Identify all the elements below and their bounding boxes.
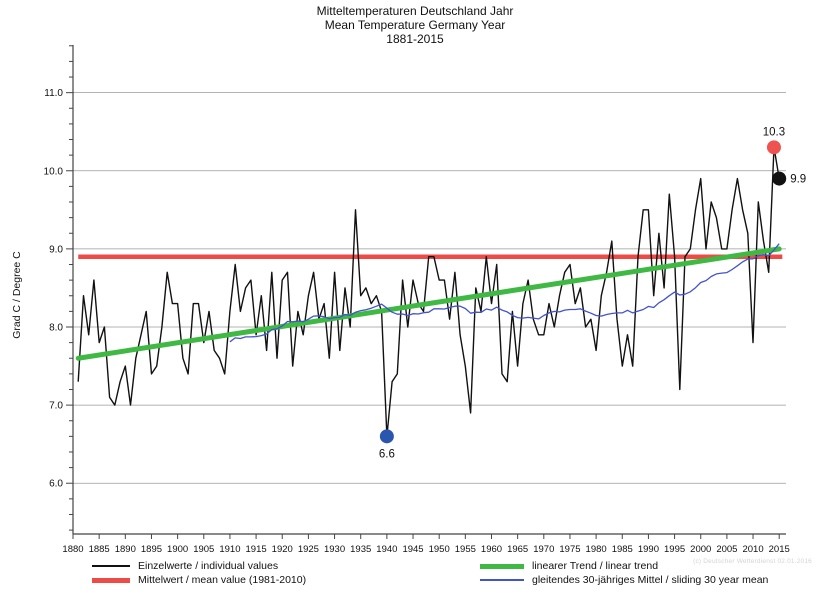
- annotation-label-1940: 6.6: [379, 448, 395, 460]
- svg-text:1990: 1990: [638, 544, 659, 555]
- legend-right-column: linearer Trend / linear trend gleitendes…: [480, 559, 768, 587]
- svg-text:1885: 1885: [89, 544, 110, 555]
- legend-item-individual-values: Einzelwerte / individual values: [92, 559, 306, 573]
- chart-title-block: Mitteltemperaturen Deutschland Jahr Mean…: [0, 4, 830, 46]
- svg-text:9.0: 9.0: [49, 244, 63, 255]
- svg-text:1935: 1935: [350, 544, 371, 555]
- y-axis-ticks: [66, 45, 73, 531]
- svg-text:2000: 2000: [690, 544, 711, 555]
- green-line-sample: [480, 563, 524, 569]
- sliding-mean-line: [229, 243, 780, 343]
- svg-text:10.0: 10.0: [44, 166, 64, 177]
- svg-text:1915: 1915: [246, 544, 267, 555]
- svg-text:11.0: 11.0: [44, 88, 63, 99]
- svg-text:7.0: 7.0: [49, 401, 63, 412]
- legend-item-mean-value: Mittelwert / mean value (1981-2010): [92, 573, 306, 587]
- dot-1940: [379, 429, 394, 444]
- legend-item-linear-trend: linearer Trend / linear trend: [480, 559, 768, 573]
- svg-text:1965: 1965: [507, 544, 528, 555]
- legend-label-mean: Mittelwert / mean value (1981-2010): [138, 574, 307, 586]
- svg-text:2015: 2015: [769, 544, 790, 555]
- svg-text:1950: 1950: [429, 544, 450, 555]
- dot-2014: [766, 140, 781, 155]
- svg-text:6.0: 6.0: [49, 479, 63, 490]
- title-line-english: Mean Temperature Germany Year: [324, 18, 506, 32]
- svg-text:1975: 1975: [559, 544, 580, 555]
- black-line-sample: [92, 565, 130, 567]
- individual-values-line: [77, 146, 780, 438]
- svg-text:1895: 1895: [141, 544, 162, 555]
- annotation-label-2015: 9.9: [790, 174, 806, 186]
- svg-text:1970: 1970: [533, 544, 554, 555]
- linear-trend-line: [75, 246, 782, 361]
- annotation-label-2014: 10.3: [763, 126, 785, 138]
- svg-text:1890: 1890: [115, 544, 136, 555]
- svg-text:1940: 1940: [376, 544, 397, 555]
- dot-2015: [772, 171, 787, 186]
- svg-text:1995: 1995: [664, 544, 685, 555]
- svg-text:1905: 1905: [193, 544, 214, 555]
- svg-text:1880: 1880: [62, 544, 83, 555]
- title-line-period: 1881-2015: [386, 32, 444, 46]
- legend-label-individual: Einzelwerte / individual values: [138, 560, 279, 572]
- y-axis-labels: 6.0 7.0 8.0 9.0 10.0 11.0: [44, 88, 64, 490]
- svg-text:1945: 1945: [402, 544, 423, 555]
- svg-text:1900: 1900: [167, 544, 188, 555]
- svg-text:1910: 1910: [219, 544, 240, 555]
- annotations: 10.3 9.9 6.6: [379, 126, 806, 460]
- svg-text:2010: 2010: [742, 544, 763, 555]
- legend-label-sliding: gleitendes 30-jähriges Mittel / sliding …: [532, 574, 769, 586]
- svg-text:1960: 1960: [481, 544, 502, 555]
- legend-label-trend: linearer Trend / linear trend: [532, 560, 659, 572]
- red-line-sample: [92, 577, 130, 583]
- legend-left-column: Einzelwerte / individual values Mittelwe…: [92, 559, 306, 587]
- x-axis-ticks: 1880 1885 1890 1895 1900 1905 1910 1915 1920 1925…: [62, 534, 790, 555]
- svg-text:1955: 1955: [455, 544, 476, 555]
- svg-text:8.0: 8.0: [49, 322, 63, 333]
- svg-text:2005: 2005: [716, 544, 737, 555]
- gridlines: [73, 92, 786, 484]
- svg-text:1925: 1925: [298, 544, 319, 555]
- svg-text:1930: 1930: [324, 544, 345, 555]
- title-line-german: Mitteltemperaturen Deutschland Jahr: [316, 4, 514, 18]
- legend-item-sliding-mean: gleitendes 30-jähriges Mittel / sliding …: [480, 573, 768, 587]
- copyright-note: (c) Deutscher Wetterdienst 02.01.2016: [693, 558, 812, 565]
- svg-text:1985: 1985: [612, 544, 633, 555]
- svg-text:1920: 1920: [272, 544, 293, 555]
- svg-text:1980: 1980: [586, 544, 607, 555]
- blue-line-sample: [480, 579, 524, 581]
- axes: [72, 45, 786, 535]
